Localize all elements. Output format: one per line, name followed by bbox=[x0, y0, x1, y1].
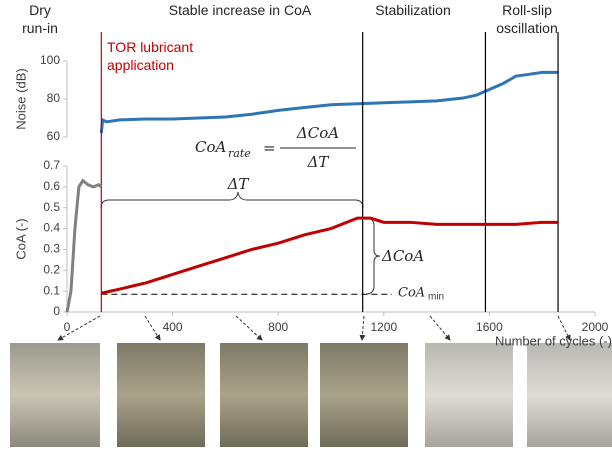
coa-min-sub: min bbox=[428, 292, 444, 303]
delta-coa-brace bbox=[366, 218, 380, 294]
delta-t-label: ΔT bbox=[227, 175, 250, 193]
x-tick-label: 2000 bbox=[582, 320, 609, 334]
y-tick-label: 0 bbox=[53, 304, 60, 318]
photo-arrow bbox=[362, 316, 364, 340]
coa-min-label: CoA bbox=[398, 286, 425, 301]
lubricant-label-line: TOR lubricant bbox=[107, 39, 193, 55]
y-axis-label: Noise (dB) bbox=[13, 68, 28, 129]
photo-arrow bbox=[145, 316, 160, 340]
phase-label-line: Dry bbox=[29, 2, 51, 18]
data-line bbox=[67, 181, 101, 312]
equation-den: ΔT bbox=[307, 153, 330, 171]
phase-label: Roll-slip oscillation bbox=[496, 2, 557, 36]
equation-sub: rate bbox=[228, 147, 251, 160]
phase-label-line: run-in bbox=[22, 20, 58, 36]
equation-lhs: CoA bbox=[195, 138, 227, 156]
phase-label-line: Stabilization bbox=[375, 2, 451, 18]
equation-eq: = bbox=[263, 139, 276, 157]
y-tick-label: 0.2 bbox=[43, 262, 60, 276]
x-tick-label: 400 bbox=[163, 320, 183, 334]
y-tick-label: 80 bbox=[47, 91, 61, 105]
delta-coa-label: ΔCoA bbox=[381, 247, 424, 265]
lubricant-label: TOR lubricant application bbox=[107, 39, 193, 73]
photo bbox=[117, 343, 205, 447]
phase-label-line: oscillation bbox=[496, 20, 557, 36]
y-tick-label: 0.5 bbox=[43, 200, 60, 214]
y-tick-label: 60 bbox=[47, 129, 61, 143]
figure: CoA rate = ΔCoA ΔT ΔT ΔCoA CoA min 60 80 1… bbox=[0, 0, 612, 450]
x-tick-label: 0 bbox=[64, 320, 71, 334]
equation-num: ΔCoA bbox=[296, 124, 339, 142]
photo bbox=[527, 343, 612, 447]
y-tick-label: 100 bbox=[40, 53, 60, 67]
y-tick-label: 0.7 bbox=[43, 158, 60, 172]
lubricant-label-line: application bbox=[107, 57, 174, 73]
y-tick-label: 0.3 bbox=[43, 242, 60, 256]
photo-arrow bbox=[430, 316, 450, 340]
x-tick-label: 1200 bbox=[370, 320, 397, 334]
phase-label: Dry run-in bbox=[22, 2, 58, 36]
photo bbox=[425, 343, 513, 447]
x-tick-label: 800 bbox=[268, 320, 288, 334]
photo bbox=[220, 343, 308, 447]
phase-label-line: Roll-slip bbox=[502, 2, 552, 18]
y-axis-label: CoA (-) bbox=[13, 218, 28, 259]
photo bbox=[320, 343, 408, 447]
phase-label: Stable increase in CoA bbox=[169, 2, 312, 18]
y-tick-label: 0.1 bbox=[43, 283, 60, 297]
photo-arrow bbox=[236, 316, 262, 340]
y-tick-label: 0.6 bbox=[43, 179, 60, 193]
phase-label-line: Stable increase in CoA bbox=[169, 2, 312, 18]
x-tick-label: 1600 bbox=[476, 320, 503, 334]
x-axis-label: Number of cycles (-) bbox=[495, 333, 612, 348]
y-tick-label: 0.4 bbox=[43, 221, 60, 235]
delta-t-brace bbox=[101, 192, 363, 208]
photo bbox=[10, 343, 100, 447]
data-line bbox=[101, 218, 558, 293]
phase-label: Stabilization bbox=[375, 2, 451, 18]
